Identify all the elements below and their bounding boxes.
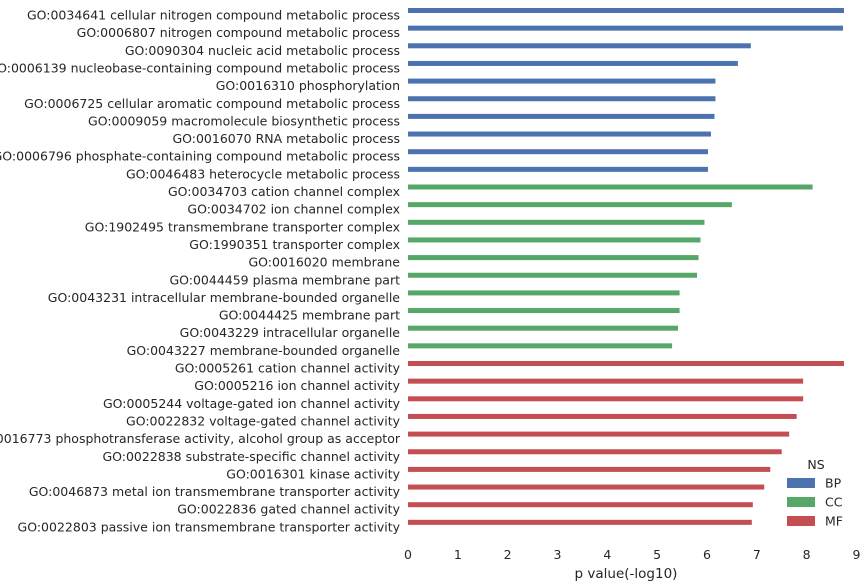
x-tick-label: 3 — [554, 547, 562, 562]
bar-bp — [408, 113, 715, 119]
category-label: GO:0005216 ion channel activity — [194, 378, 400, 393]
category-label: GO:0022832 voltage-gated channel activit… — [126, 413, 401, 428]
bar-bp — [408, 25, 844, 31]
x-tick-label: 7 — [753, 547, 761, 562]
x-axis-ticks: 0 1 2 3 4 5 6 7 8 9 — [404, 547, 860, 562]
category-label: GO:0005244 voltage-gated ion channel act… — [103, 396, 401, 411]
category-label: GO:0016310 phosphorylation — [216, 78, 400, 93]
category-label: GO:0043231 intracellular membrane-bounde… — [48, 290, 401, 305]
category-label: GO:0022803 passive ion transmembrane tra… — [18, 519, 401, 534]
category-labels: GO:0034641 cellular nitrogen compound me… — [0, 8, 401, 535]
category-label: GO:0016301 kinase activity — [226, 466, 400, 481]
category-label: GO:0044459 plasma membrane part — [169, 272, 400, 287]
bar-cc — [408, 343, 673, 349]
category-label: GO:0022836 gated channel activity — [177, 502, 400, 517]
category-label: GO:0046483 heterocycle metabolic process — [126, 166, 400, 181]
category-label: GO:0044425 membrane part — [219, 308, 400, 323]
bar-bp — [408, 166, 708, 172]
legend-label-bp: BP — [825, 476, 842, 491]
bar-cc — [408, 184, 813, 190]
bar-cc — [408, 219, 705, 225]
bar-mf — [408, 378, 804, 384]
bar-cc — [408, 325, 679, 331]
category-label: GO:0016020 membrane — [248, 255, 400, 270]
category-label: GO:0009059 macromolecule biosynthetic pr… — [88, 113, 400, 128]
x-axis-label: p value(-log10) — [575, 566, 678, 582]
bar-cc — [408, 272, 698, 278]
x-tick-label: 5 — [653, 547, 661, 562]
bar-cc — [408, 237, 701, 243]
bars — [408, 8, 844, 525]
category-label: GO:0006796 phosphate-containing compound… — [0, 149, 400, 164]
x-tick-label: 6 — [703, 547, 711, 562]
legend-swatch-bp — [787, 478, 815, 488]
bar-bp — [408, 131, 711, 137]
category-label: GO:0034702 ion channel complex — [187, 202, 400, 217]
bar-bp — [408, 8, 844, 13]
bar-mf — [408, 484, 765, 490]
x-tick-label: 0 — [404, 547, 412, 562]
bar-cc — [408, 290, 680, 296]
category-label: GO:0006807 nitrogen compound metabolic p… — [77, 25, 400, 40]
category-label: GO:0034641 cellular nitrogen compound me… — [27, 8, 400, 23]
bar-mf — [408, 502, 753, 508]
category-label: GO:0034703 cation channel complex — [168, 184, 400, 199]
bar-cc — [408, 255, 699, 261]
category-label: GO:0006139 nucleobase-containing compoun… — [0, 60, 400, 75]
category-label: GO:0006725 cellular aromatic compound me… — [24, 96, 400, 111]
x-tick-label: 4 — [603, 547, 611, 562]
legend-label-cc: CC — [825, 495, 843, 510]
category-label: GO:1902495 transmembrane transporter com… — [85, 219, 400, 234]
bar-bp — [408, 60, 738, 66]
legend-title: NS — [807, 457, 824, 472]
category-label: GO:0043227 membrane-bounded organelle — [127, 343, 401, 358]
category-label: GO:1990351 transporter complex — [189, 237, 400, 252]
x-tick-label: 1 — [454, 547, 462, 562]
category-label: GO:0090304 nucleic acid metabolic proces… — [125, 43, 400, 58]
x-tick-label: 8 — [803, 547, 811, 562]
bar-cc — [408, 202, 732, 208]
bar-mf — [408, 413, 797, 419]
bar-bp — [408, 96, 716, 102]
bar-mf — [408, 361, 844, 366]
bar-mf — [408, 519, 752, 525]
category-label: GO:0046873 metal ion transmembrane trans… — [29, 484, 401, 499]
bar-cc — [408, 308, 680, 314]
category-label: GO:0005261 cation channel activity — [175, 361, 401, 376]
bar-mf — [408, 431, 790, 437]
legend-swatch-cc — [787, 497, 815, 507]
category-label: GO:0016773 phosphotransferase activity, … — [0, 431, 401, 446]
category-label: GO:0022838 substrate-specific channel ac… — [102, 449, 400, 464]
legend-swatch-mf — [787, 516, 815, 526]
legend: NS BP CC MF — [787, 457, 843, 529]
bar-bp — [408, 149, 708, 155]
bar-mf — [408, 466, 771, 472]
bar-bp — [408, 78, 716, 84]
bar-mf — [408, 449, 782, 455]
bar-mf — [408, 396, 804, 402]
x-tick-label: 9 — [852, 547, 860, 562]
category-label: GO:0043229 intracellular organelle — [180, 325, 401, 340]
x-tick-label: 2 — [504, 547, 512, 562]
legend-label-mf: MF — [825, 514, 843, 529]
category-label: GO:0016070 RNA metabolic process — [172, 131, 400, 146]
bar-bp — [408, 43, 751, 49]
